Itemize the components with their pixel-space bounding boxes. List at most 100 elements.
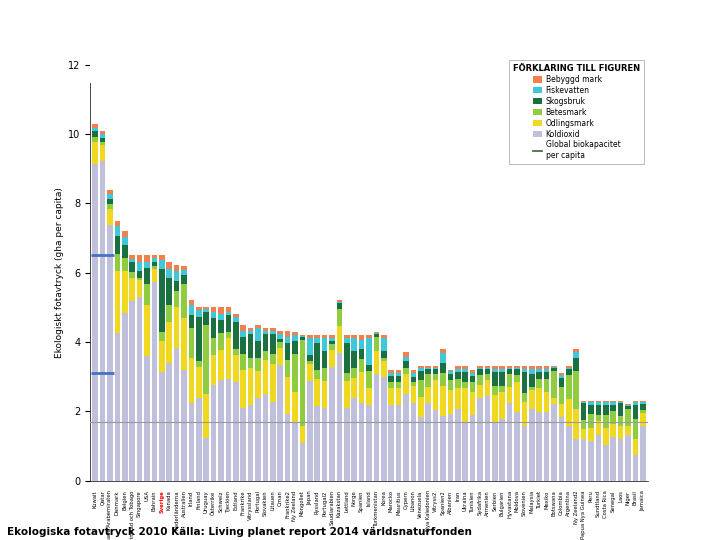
Bar — [448, 390, 453, 414]
Bar — [218, 333, 224, 349]
Bar — [536, 412, 542, 481]
Bar — [581, 429, 586, 439]
Bar — [292, 332, 298, 335]
Bar — [514, 369, 520, 375]
Bar — [218, 349, 224, 380]
Bar — [307, 361, 312, 364]
Bar — [618, 403, 624, 416]
Bar — [292, 392, 298, 422]
Bar — [544, 369, 549, 373]
Bar — [107, 194, 113, 199]
Bar — [536, 369, 542, 373]
Bar — [90, 65, 645, 82]
Bar — [588, 402, 594, 404]
Bar — [292, 354, 298, 392]
Bar — [107, 199, 113, 204]
Bar — [455, 409, 461, 481]
Bar — [263, 331, 268, 334]
Bar — [573, 358, 579, 372]
Bar — [285, 360, 290, 377]
Bar — [315, 380, 320, 407]
Bar — [181, 319, 186, 370]
Bar — [581, 420, 586, 429]
Bar — [277, 365, 283, 481]
Bar — [359, 349, 364, 359]
Bar — [640, 402, 646, 404]
Bar — [640, 404, 646, 410]
Bar — [189, 305, 194, 315]
Bar — [396, 370, 401, 373]
Bar — [248, 334, 253, 358]
Bar — [396, 405, 401, 481]
Bar — [240, 370, 246, 408]
Bar — [270, 331, 276, 334]
Bar — [433, 410, 438, 481]
Bar — [166, 278, 172, 305]
Bar — [492, 366, 498, 369]
Bar — [225, 332, 231, 338]
Bar — [440, 416, 446, 481]
Bar — [633, 455, 638, 481]
Bar — [566, 375, 572, 399]
Bar — [344, 408, 350, 481]
Bar — [521, 393, 527, 402]
Bar — [189, 403, 194, 481]
Bar — [181, 370, 186, 481]
Bar — [388, 370, 394, 373]
Bar — [462, 373, 468, 382]
Bar — [263, 394, 268, 481]
Bar — [137, 261, 143, 271]
Bar — [573, 349, 579, 352]
Bar — [529, 409, 534, 481]
Bar — [196, 316, 202, 361]
Bar — [152, 269, 157, 282]
Bar — [544, 412, 549, 481]
Bar — [166, 268, 172, 278]
Bar — [388, 376, 394, 382]
Bar — [211, 318, 217, 338]
Bar — [581, 401, 586, 402]
Bar — [159, 332, 165, 341]
Bar — [396, 376, 401, 382]
Bar — [521, 373, 527, 393]
Bar — [566, 426, 572, 481]
Bar — [485, 368, 490, 369]
Bar — [300, 336, 305, 337]
Bar — [292, 422, 298, 481]
Bar — [329, 367, 335, 481]
Bar — [625, 404, 631, 405]
Bar — [240, 325, 246, 331]
Bar — [211, 312, 217, 318]
Bar — [174, 271, 179, 281]
Bar — [529, 390, 534, 409]
Bar — [581, 439, 586, 481]
Bar — [174, 281, 179, 291]
Bar — [514, 375, 520, 381]
Bar — [211, 307, 217, 312]
Bar — [500, 386, 505, 392]
Bar — [130, 255, 135, 259]
Bar — [521, 366, 527, 369]
Bar — [344, 381, 350, 408]
Bar — [500, 373, 505, 386]
Bar — [248, 368, 253, 405]
Bar — [300, 426, 305, 443]
Bar — [625, 405, 631, 406]
Bar — [603, 402, 608, 406]
Bar — [603, 406, 608, 415]
Bar — [322, 335, 328, 338]
Bar — [633, 402, 638, 406]
Bar — [633, 438, 638, 455]
Bar — [233, 349, 238, 355]
Bar — [130, 301, 135, 481]
Bar — [470, 370, 475, 373]
Bar — [403, 357, 409, 361]
Bar — [426, 368, 431, 369]
Bar — [344, 343, 350, 373]
Bar — [263, 334, 268, 350]
Bar — [174, 265, 179, 271]
Bar — [366, 372, 372, 388]
Bar — [255, 328, 261, 341]
Bar — [552, 367, 557, 368]
Bar — [559, 375, 564, 377]
